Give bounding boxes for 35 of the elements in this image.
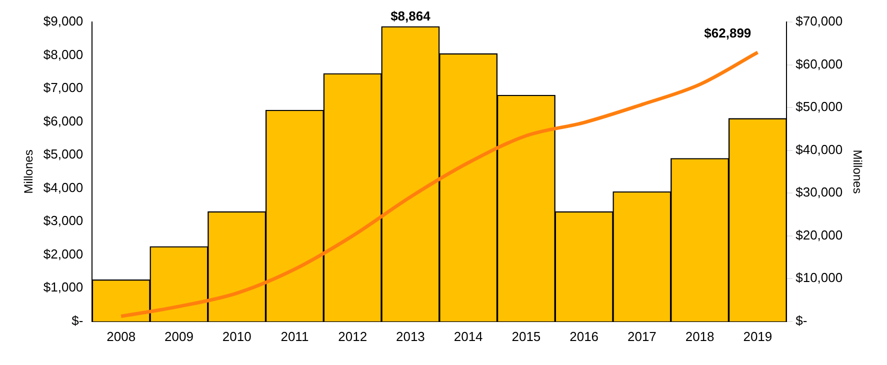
x-tick-label: 2014: [454, 328, 483, 344]
x-tick-label: 2008: [106, 328, 136, 344]
y-tick-label: $9,000: [43, 14, 84, 29]
y2-tick-label: $70,000: [796, 14, 843, 29]
y-tick-label: $-: [72, 312, 84, 328]
x-tick-label: 2011: [280, 328, 309, 344]
y2-tick-label: $-: [796, 312, 808, 328]
y-tick-label: $4,000: [43, 180, 84, 195]
y2-tick-label: $40,000: [796, 142, 843, 157]
y2-tick-label: $30,000: [796, 184, 843, 200]
y-tick-label: $3,000: [43, 213, 84, 228]
y2-tick-label: $60,000: [796, 56, 843, 72]
y-tick-label: $7,000: [43, 80, 84, 96]
y-tick-label: $2,000: [43, 246, 84, 262]
y2-axis-title: Millones: [850, 150, 864, 194]
x-tick-label: 2015: [512, 328, 541, 344]
y-axis-title: Millones: [22, 150, 36, 194]
x-tick-label: 2017: [627, 328, 656, 344]
y2-tick-label: $50,000: [796, 99, 843, 114]
x-tick-label: 2018: [685, 328, 714, 344]
y2-tick-label: $20,000: [796, 227, 843, 242]
y-tick-label: $5,000: [43, 146, 84, 162]
x-tick-label: 2012: [338, 328, 368, 344]
y-tick-label: $6,000: [43, 113, 84, 128]
y-tick-label: $8,000: [43, 46, 84, 62]
x-tick-label: 2013: [396, 328, 425, 344]
data-label: $62,899: [704, 25, 752, 40]
x-tick-label: 2009: [164, 328, 194, 344]
data-label: $8,864: [390, 8, 432, 24]
x-tick-label: 2016: [570, 328, 599, 344]
y2-tick-label: $10,000: [796, 270, 843, 286]
line-series: [119, 50, 760, 318]
x-tick-label: 2019: [743, 328, 772, 344]
x-tick-label: 2010: [222, 328, 252, 344]
y-tick-label: $1,000: [43, 280, 84, 295]
